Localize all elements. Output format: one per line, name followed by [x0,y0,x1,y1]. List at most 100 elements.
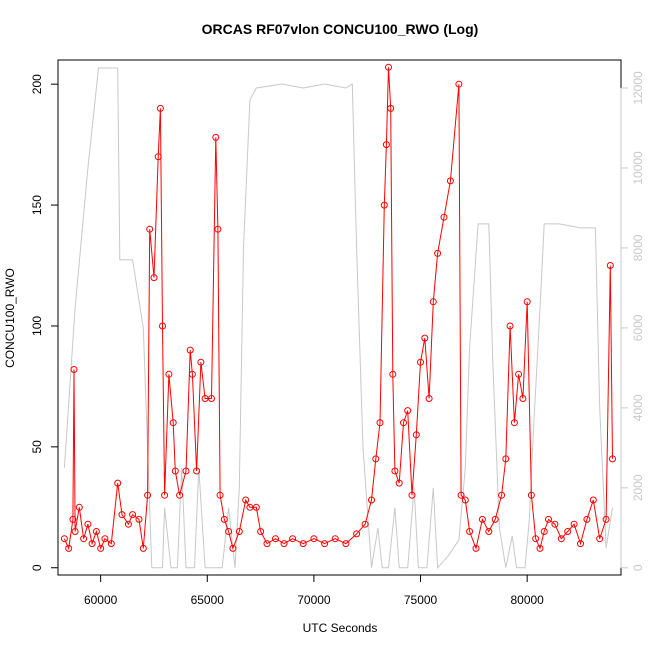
data-point [60,535,68,543]
data-point [382,141,390,149]
y2-tick-label: 6000 [631,314,645,341]
data-point [570,520,578,528]
data-point [135,515,143,523]
data-point [412,431,420,439]
data-point [146,225,154,233]
data-point [583,515,591,523]
data-point [92,528,100,535]
altitude-series-line [63,67,613,570]
data-point [545,515,552,523]
data-point [372,455,380,463]
data-point [257,528,265,535]
data-point [536,544,544,552]
data-point [523,298,531,306]
data-point [440,213,448,221]
data-point [515,370,523,378]
data-point [472,544,480,552]
data-point [564,528,572,535]
data-point [169,419,177,427]
data-point [540,528,548,535]
y-tick-label: 50 [30,440,44,454]
y-tick-label: 100 [30,316,44,336]
data-point [577,540,584,548]
data-point [97,544,105,552]
series-layer [60,63,616,570]
data-point [602,515,610,523]
data-point [114,479,122,487]
data-point [101,535,109,543]
data-point [208,395,215,402]
data-point [75,503,83,511]
data-point [551,520,559,528]
data-point [421,334,429,342]
x-tick-label: 65000 [191,593,225,607]
y2-tick-label: 12000 [631,71,645,105]
y-tick-label: 200 [30,74,44,94]
data-point [609,455,616,463]
data-point [70,366,78,373]
data-point [461,496,469,504]
data-point [216,491,224,499]
y-tick-label: 150 [30,195,44,215]
data-point [154,153,162,161]
data-point [88,540,96,548]
x-tick-label: 70000 [297,593,331,607]
data-point [272,535,279,543]
data-point [289,535,297,543]
data-point [455,80,463,88]
data-point [124,520,132,528]
data-point [519,395,527,402]
data-point [532,535,540,543]
data-point [229,544,237,552]
data-point [107,540,115,548]
data-point [557,535,565,543]
data-point [425,395,433,402]
data-point [161,491,169,499]
data-point [389,370,397,378]
data-point [280,540,288,548]
data-point [368,496,375,504]
data-point [186,346,194,354]
data-point [491,515,499,523]
data-point [417,358,424,366]
data-point [182,467,190,475]
data-point [589,496,597,504]
data-point [457,491,465,499]
data-point [242,496,250,504]
x-axis: 60000 65000 70000 75000 80000 [84,574,544,607]
data-point [193,467,201,475]
data-point [252,503,260,511]
y2-tick-label: 4000 [631,394,645,421]
data-point [385,63,392,71]
data-point [263,540,271,548]
y-axis-right: 0 2000 4000 6000 8000 10000 12000 [620,71,645,571]
data-point [380,201,388,209]
data-point [376,419,384,427]
data-point [429,298,437,306]
plot-frame [57,59,622,576]
concentration-series-line [63,67,613,551]
data-point [176,491,184,499]
data-point [331,535,339,543]
data-point [606,262,614,269]
data-point [69,515,77,523]
data-point [404,407,412,415]
data-point [65,544,73,552]
data-point [84,520,92,528]
data-point [527,491,535,499]
data-point [129,511,137,519]
data-point [310,535,318,543]
data-point [391,467,399,475]
data-point [321,540,329,548]
x-tick-label: 80000 [510,593,544,607]
data-point [510,419,518,427]
data-point [71,528,79,535]
y-axis-label: CONCU100_RWO [3,268,17,368]
y2-tick-label: 10000 [631,151,645,185]
data-point [118,511,126,519]
data-point [400,419,407,427]
data-point [159,322,166,330]
y-axis-left: 0 50 100 150 200 [30,74,59,571]
chart-title: ORCAS RF07vlon CONCU100_RWO (Log) [202,21,479,37]
